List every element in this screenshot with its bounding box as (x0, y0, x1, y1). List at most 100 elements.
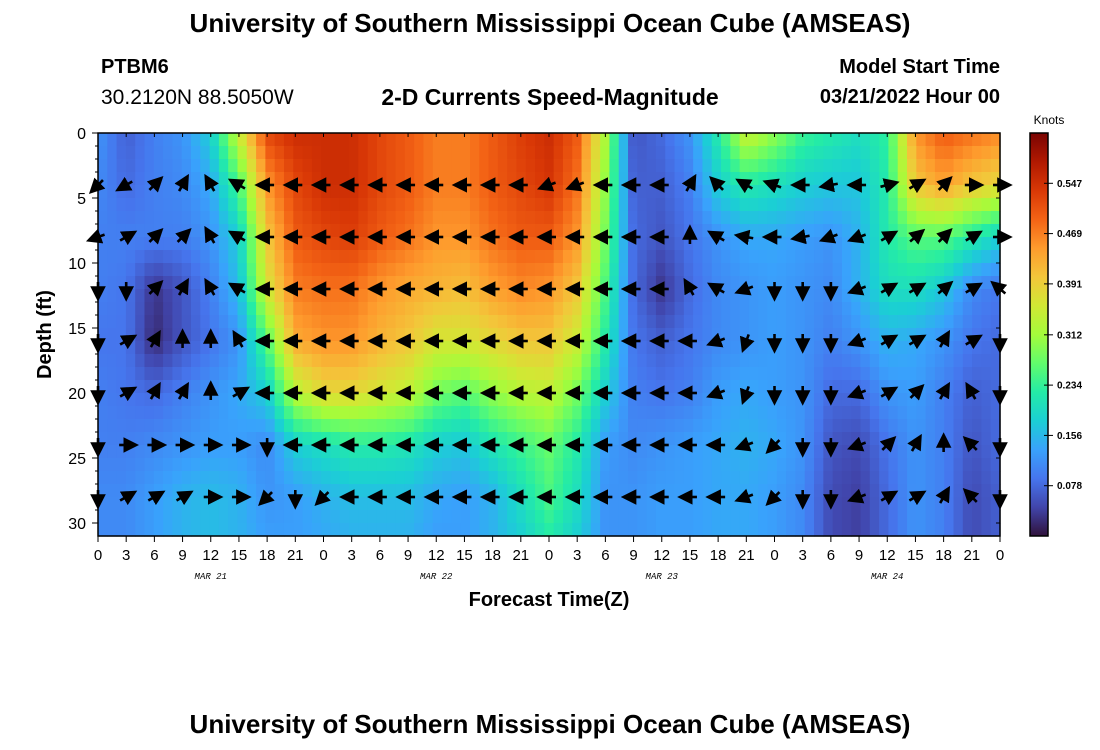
heatmap-cell (544, 393, 555, 407)
heatmap-cell (200, 484, 211, 498)
heatmap-cell (283, 432, 294, 446)
heatmap-cell (525, 185, 536, 199)
heatmap-cell (218, 445, 229, 459)
heatmap-cell (497, 419, 508, 433)
heatmap-cell (618, 172, 629, 186)
heatmap-cell (125, 211, 136, 225)
heatmap-cell (721, 328, 731, 342)
heatmap-cell (823, 510, 834, 524)
heatmap-cell (246, 341, 257, 355)
heatmap-cell (758, 510, 769, 524)
heatmap-cell (200, 393, 211, 407)
heatmap-cell (153, 523, 164, 537)
heatmap-cell (265, 510, 276, 524)
heatmap-cell (172, 133, 183, 147)
heatmap-cell (544, 458, 555, 472)
heatmap-cell (590, 198, 601, 212)
heatmap-cell (376, 172, 387, 186)
heatmap-cell (283, 185, 294, 199)
heatmap-cell (302, 250, 313, 264)
heatmap-cell (395, 185, 406, 199)
heatmap-cell (469, 302, 480, 316)
current-vector-arrow (880, 334, 899, 350)
heatmap-cell (572, 159, 583, 173)
heatmap-cell (944, 146, 955, 160)
heatmap-cell (237, 445, 248, 459)
heatmap-cell (804, 445, 815, 459)
heatmap-cell (646, 419, 657, 433)
heatmap-cell (916, 237, 927, 251)
heatmap-cell (349, 133, 359, 147)
heatmap-cell (218, 432, 229, 446)
heatmap-cell (748, 185, 759, 199)
heatmap-cell (218, 159, 229, 173)
heatmap-cell (972, 315, 982, 329)
heatmap-cell (953, 185, 964, 199)
heatmap-cell (879, 471, 890, 485)
heatmap-cell (944, 198, 955, 212)
heatmap-cell (721, 523, 731, 537)
heatmap-cell (730, 354, 741, 368)
heatmap-cell (851, 458, 862, 472)
heatmap-cell (358, 406, 369, 420)
heatmap-cell (479, 523, 490, 537)
heatmap-cell (181, 289, 192, 303)
heatmap-cell (981, 146, 992, 160)
heatmap-cell (823, 523, 834, 537)
heatmap-cell (516, 484, 527, 498)
heatmap-cell (841, 328, 852, 342)
heatmap-cell (637, 432, 648, 446)
current-vector-arrow (174, 277, 189, 296)
heatmap-cell (469, 484, 480, 498)
heatmap-cell (339, 289, 350, 303)
heatmap-cell (702, 445, 713, 459)
heatmap-cell (153, 211, 164, 225)
heatmap-cell (851, 198, 862, 212)
heatmap-cell (246, 419, 257, 433)
heatmap-cell (497, 445, 508, 459)
heatmap-cell (535, 432, 545, 446)
heatmap-cell (897, 497, 908, 511)
heatmap-cell (516, 341, 527, 355)
heatmap-cell (330, 302, 341, 316)
heatmap-cell (897, 315, 908, 329)
heatmap-cell (302, 354, 313, 368)
heatmap-cell (311, 510, 322, 524)
heatmap-cell (841, 211, 852, 225)
heatmap-cell (330, 458, 341, 472)
heatmap-cell (739, 458, 750, 472)
heatmap-cell (200, 289, 211, 303)
heatmap-cell (767, 354, 778, 368)
heatmap-cell (795, 380, 806, 394)
heatmap-cell (823, 419, 834, 433)
heatmap-cell (265, 380, 276, 394)
heatmap-cell (265, 458, 276, 472)
x-tick-label: 21 (287, 547, 304, 564)
heatmap-cell (163, 471, 173, 485)
heatmap-cell (423, 198, 434, 212)
heatmap-cell (581, 523, 592, 537)
heatmap-cell (153, 263, 164, 277)
heatmap-cell (302, 133, 313, 147)
heatmap-cell (488, 419, 499, 433)
heatmap-cell (358, 445, 369, 459)
heatmap-cell (190, 224, 201, 238)
heatmap-cell (265, 328, 276, 342)
heatmap-cell (544, 198, 555, 212)
heatmap-cell (135, 393, 146, 407)
heatmap-cell (748, 328, 759, 342)
heatmap-cell (535, 211, 545, 225)
heatmap-cell (897, 289, 908, 303)
heatmap-cell (572, 432, 583, 446)
heatmap-cell (460, 354, 471, 368)
heatmap-cell (367, 393, 378, 407)
heatmap-cell (488, 484, 499, 498)
heatmap-cell (851, 497, 862, 511)
colorbar-tick-label: 0.156 (1057, 431, 1082, 442)
heatmap-cell (609, 159, 620, 173)
heatmap-cell (953, 393, 964, 407)
heatmap-cell (897, 276, 908, 290)
station-id: PTBM6 (101, 56, 169, 78)
heatmap-cell (804, 458, 815, 472)
heatmap-cell (897, 510, 908, 524)
